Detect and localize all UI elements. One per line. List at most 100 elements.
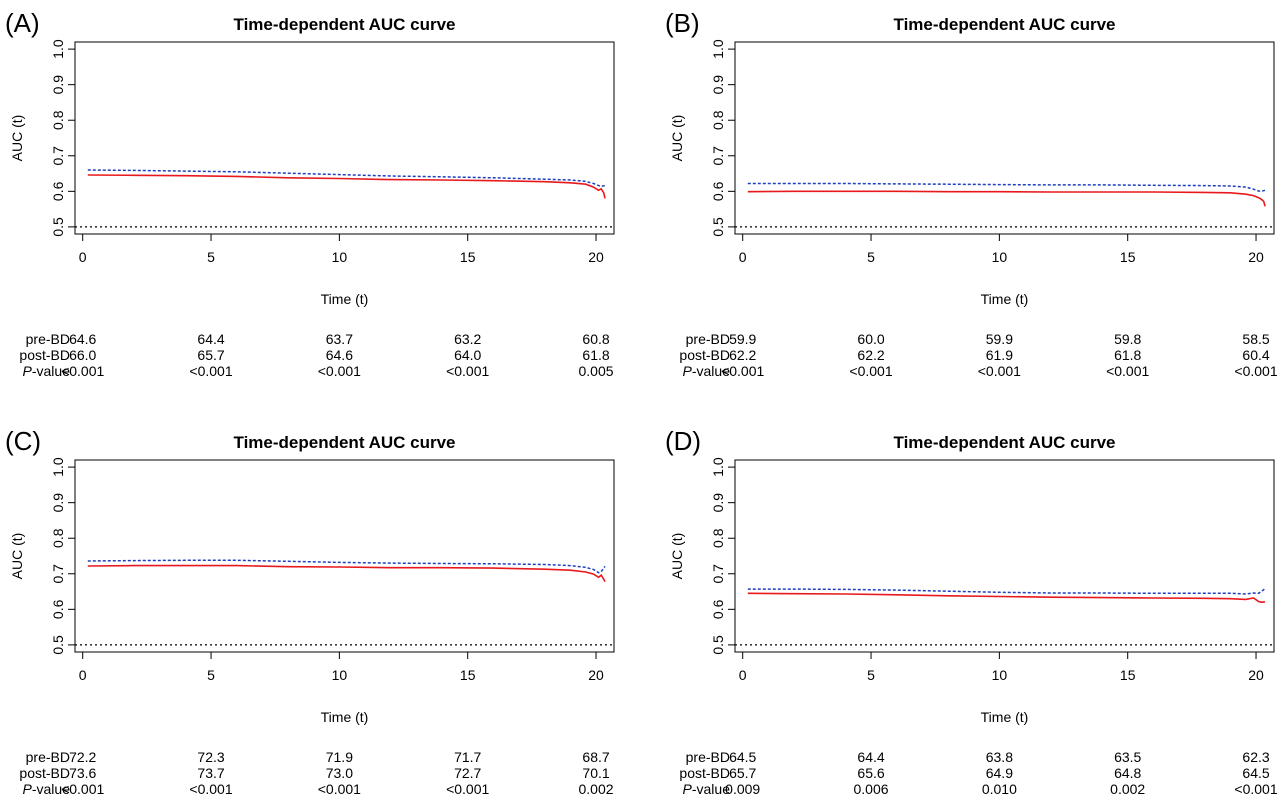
x-tick-label: 0	[79, 249, 87, 265]
table-row-label: post-BD	[19, 765, 70, 781]
chart-title: Time-dependent AUC curve	[234, 15, 456, 34]
p-italic: P	[23, 781, 33, 797]
x-tick-label: 20	[1248, 667, 1264, 683]
table-row-label: post-BD	[679, 347, 730, 363]
x-tick-label: 20	[1248, 249, 1264, 265]
table-cell: 68.7	[582, 749, 609, 765]
table-cell: <0.001	[318, 781, 361, 797]
table-cell: <0.001	[189, 363, 232, 379]
table-cell: <0.001	[318, 363, 361, 379]
table-cell: 61.8	[582, 347, 609, 363]
table-cell: 72.3	[197, 749, 224, 765]
p-rest: -value	[692, 781, 730, 797]
table-row-label: P-value	[23, 363, 71, 379]
x-tick-label: 5	[207, 249, 215, 265]
p-italic: P	[683, 781, 693, 797]
x-tick-label: 20	[588, 249, 604, 265]
x-tick-label: 0	[739, 667, 747, 683]
table-cell: 73.0	[326, 765, 353, 781]
table-cell: 64.5	[729, 749, 756, 765]
y-tick-label: 0.9	[710, 493, 726, 513]
x-tick-label: 20	[588, 667, 604, 683]
y-tick-label: 0.7	[710, 146, 726, 166]
table-cell: 64.4	[197, 331, 224, 347]
panel-label: (A)	[5, 8, 40, 38]
x-tick-label: 0	[79, 667, 87, 683]
y-tick-label: 0.6	[710, 599, 726, 619]
y-tick-label: 0.8	[50, 110, 66, 130]
table-cell: 70.1	[582, 765, 609, 781]
plot-frame	[734, 41, 1275, 235]
p-rest: -value	[692, 363, 730, 379]
y-tick-label: 0.5	[50, 635, 66, 655]
table-cell: 64.8	[1114, 765, 1141, 781]
x-tick-label: 5	[867, 249, 875, 265]
table-row-label: P-value	[23, 781, 71, 797]
table-cell: 73.7	[197, 765, 224, 781]
x-tick-label: 10	[992, 667, 1008, 683]
table-cell: <0.001	[446, 363, 489, 379]
table-cell: 63.5	[1114, 749, 1141, 765]
table-cell: 72.2	[69, 749, 96, 765]
table-cell: 64.6	[69, 331, 96, 347]
x-axis-label: Time (t)	[321, 709, 369, 725]
plot-frame	[74, 41, 615, 235]
table-row-label: post-BD	[679, 765, 730, 781]
panel-label: (B)	[665, 8, 700, 38]
table-cell: 72.7	[454, 765, 481, 781]
y-tick-label: 0.5	[710, 217, 726, 237]
table-cell: 64.5	[1242, 765, 1269, 781]
y-tick-label: 0.7	[710, 564, 726, 584]
chart-title: Time-dependent AUC curve	[894, 15, 1116, 34]
y-tick-label: 0.6	[50, 599, 66, 619]
table-cell: 0.002	[1110, 781, 1145, 797]
x-tick-label: 10	[332, 667, 348, 683]
chart-title: Time-dependent AUC curve	[894, 433, 1116, 452]
series-line-pre-bd	[747, 592, 1266, 604]
y-tick-label: 1.0	[710, 457, 726, 477]
table-cell: 0.009	[725, 781, 760, 797]
table-cell: 60.0	[857, 331, 884, 347]
table-cell: <0.001	[61, 363, 104, 379]
table-row-label: pre-BD	[686, 749, 730, 765]
x-tick-label: 15	[1120, 249, 1136, 265]
table-cell: 0.006	[854, 781, 889, 797]
plot-frame	[74, 459, 615, 653]
p-italic: P	[683, 363, 693, 379]
series-line-post-bd	[747, 182, 1266, 193]
x-axis-label: Time (t)	[321, 291, 369, 307]
table-cell: 58.5	[1242, 331, 1269, 347]
x-tick-label: 15	[460, 667, 476, 683]
table-cell: <0.001	[446, 781, 489, 797]
series-line-pre-bd	[747, 190, 1266, 207]
y-tick-label: 0.6	[50, 181, 66, 201]
chart-title: Time-dependent AUC curve	[234, 433, 456, 452]
table-row-label: pre-BD	[26, 331, 70, 347]
y-tick-label: 1.0	[710, 39, 726, 59]
p-rest: -value	[32, 363, 70, 379]
table-cell: 60.8	[582, 331, 609, 347]
chart-panel-c: (C) Time-dependent AUC curve 0.5 0.6 0.7 0.8 0…	[5, 426, 615, 797]
y-tick-label: 0.9	[710, 75, 726, 95]
table-row-label: post-BD	[19, 347, 70, 363]
table-cell: 64.0	[454, 347, 481, 363]
chart-panel-d: (D) Time-dependent AUC curve 0.5 0.6 0.7 0.8 0…	[665, 426, 1278, 797]
table-cell: <0.001	[978, 363, 1021, 379]
y-tick-label: 0.8	[710, 110, 726, 130]
x-tick-label: 5	[207, 667, 215, 683]
x-axis-label: Time (t)	[981, 291, 1029, 307]
table-cell: 63.8	[986, 749, 1013, 765]
x-tick-label: 5	[867, 667, 875, 683]
table-cell: 65.6	[857, 765, 884, 781]
panel-label: (D)	[665, 426, 701, 456]
table-cell: 61.8	[1114, 347, 1141, 363]
table-cell: 73.6	[69, 765, 96, 781]
table-cell: 60.4	[1242, 347, 1269, 363]
table-cell: <0.001	[189, 781, 232, 797]
panel-label: (C)	[5, 426, 41, 456]
table-cell: 61.9	[986, 347, 1013, 363]
y-tick-label: 0.5	[710, 635, 726, 655]
p-rest: -value	[32, 781, 70, 797]
table-cell: 63.2	[454, 331, 481, 347]
table-cell: 59.9	[986, 331, 1013, 347]
